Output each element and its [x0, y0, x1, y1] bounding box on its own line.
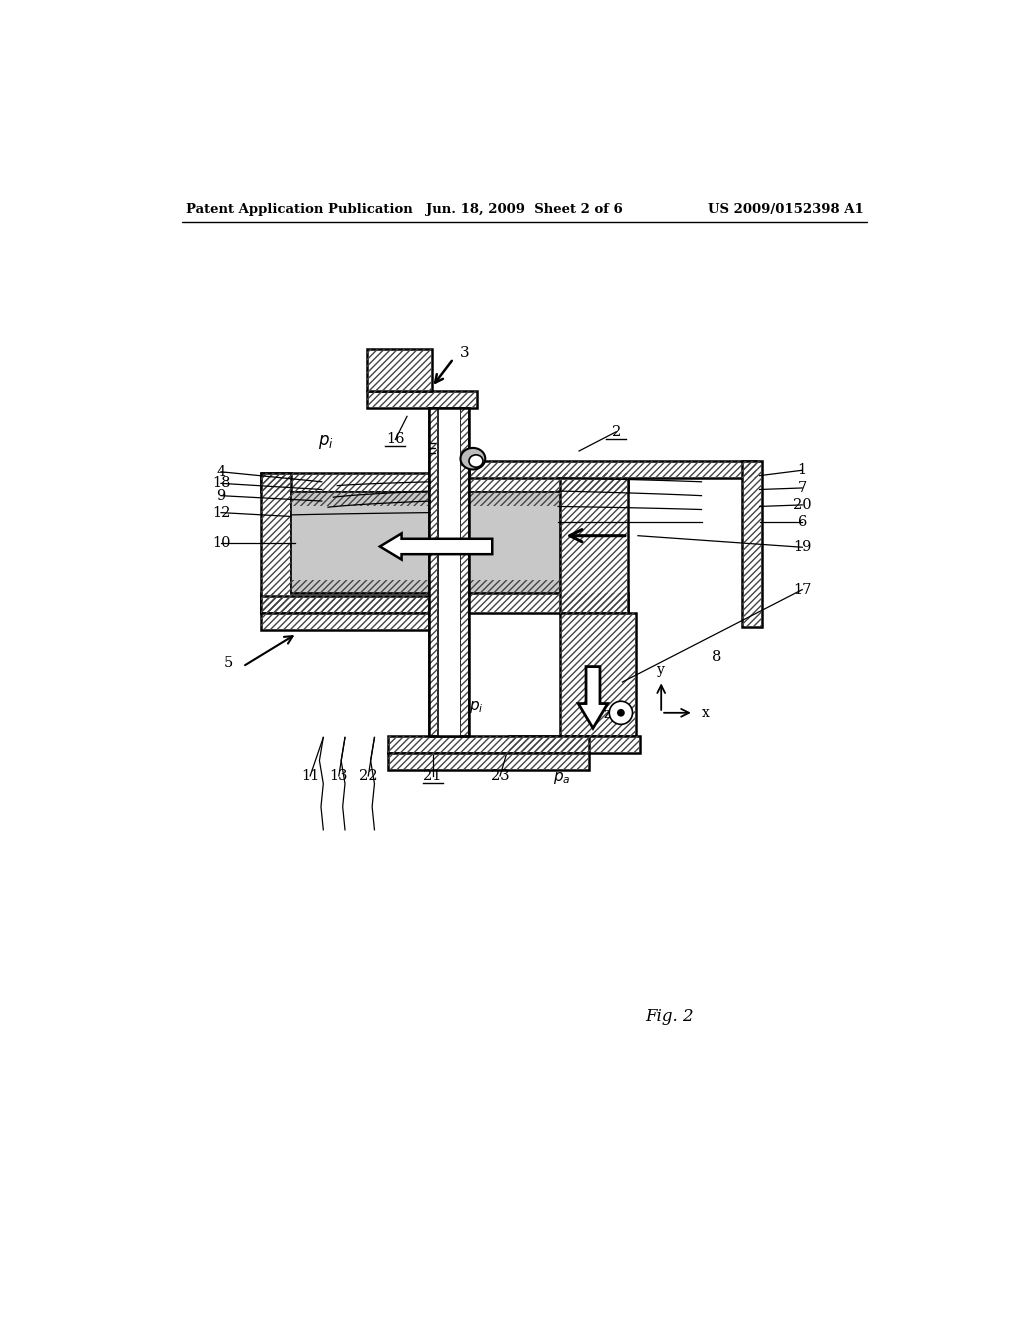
Bar [741, 461, 762, 627]
Text: 8: 8 [713, 651, 722, 664]
Bar [367, 391, 477, 408]
Text: 2: 2 [611, 425, 621, 438]
Bar [291, 579, 560, 594]
Bar [261, 595, 430, 612]
Ellipse shape [469, 455, 483, 467]
Text: 18: 18 [212, 477, 230, 490]
Bar [367, 350, 432, 391]
Ellipse shape [461, 447, 485, 470]
Text: $p_i$: $p_i$ [469, 698, 484, 714]
Text: 1: 1 [798, 463, 807, 478]
Text: US 2009/0152398 A1: US 2009/0152398 A1 [708, 203, 863, 216]
Text: 21: 21 [423, 770, 441, 783]
Bar [388, 752, 589, 770]
Bar [460, 408, 469, 737]
Bar [261, 612, 430, 630]
Bar [261, 473, 628, 492]
Text: 10: 10 [212, 536, 230, 550]
Bar [560, 473, 628, 612]
Bar [291, 492, 560, 594]
Bar [509, 737, 640, 752]
Text: 5: 5 [224, 656, 233, 669]
Bar [388, 737, 589, 752]
Bar [367, 391, 477, 408]
Bar [429, 408, 438, 737]
Bar [261, 612, 430, 630]
Text: z: z [603, 708, 610, 721]
FancyArrow shape [380, 533, 493, 560]
Bar [509, 737, 640, 752]
FancyArrow shape [579, 667, 607, 729]
Bar [469, 461, 756, 478]
Text: 20: 20 [793, 498, 812, 512]
Bar [429, 408, 469, 737]
Text: 11: 11 [301, 770, 319, 783]
Bar [438, 408, 460, 737]
Text: 4: 4 [216, 465, 225, 479]
Circle shape [609, 701, 633, 725]
Text: 13: 13 [330, 770, 348, 783]
Bar [469, 461, 756, 478]
Text: $p_a$: $p_a$ [553, 771, 570, 787]
Text: 19: 19 [793, 540, 811, 554]
Bar [388, 737, 589, 752]
Text: 12: 12 [212, 506, 230, 520]
Bar [261, 594, 628, 612]
Text: $p_i$: $p_i$ [317, 433, 334, 450]
Bar [367, 350, 432, 391]
Bar [388, 752, 589, 770]
Text: 7: 7 [798, 480, 807, 495]
Text: 17: 17 [793, 582, 811, 597]
Text: Fig. 2: Fig. 2 [646, 1008, 694, 1026]
Text: Patent Application Publication: Patent Application Publication [186, 203, 413, 216]
Bar [291, 579, 560, 594]
Text: 9: 9 [216, 488, 225, 503]
Text: 23: 23 [490, 770, 509, 783]
Bar [291, 492, 560, 506]
Bar [291, 492, 560, 506]
Bar [261, 595, 430, 612]
Bar [429, 408, 438, 737]
Text: Jun. 18, 2009  Sheet 2 of 6: Jun. 18, 2009 Sheet 2 of 6 [426, 203, 624, 216]
Bar [261, 473, 291, 612]
Text: 22: 22 [359, 770, 378, 783]
Text: y: y [657, 663, 666, 677]
Bar [460, 408, 469, 737]
Bar [560, 473, 628, 612]
Text: 16: 16 [386, 433, 404, 446]
Text: 6: 6 [798, 515, 807, 529]
Bar [261, 473, 291, 612]
Circle shape [617, 709, 625, 717]
Bar [741, 461, 762, 627]
Bar [560, 612, 636, 737]
Text: x: x [702, 706, 710, 719]
Bar [261, 473, 628, 492]
Bar [261, 594, 628, 612]
Bar [560, 612, 636, 737]
Text: 3: 3 [460, 346, 469, 360]
